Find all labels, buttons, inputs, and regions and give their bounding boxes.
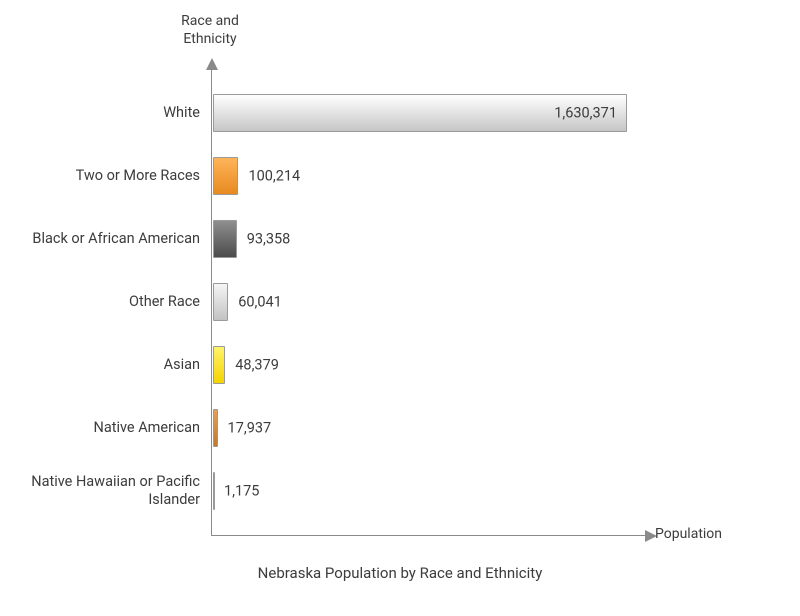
bar-row: Native Hawaiian or Pacific Islander 1,175 [0,470,800,512]
value-label: 93,358 [247,231,291,248]
value-label: 60,041 [238,294,282,311]
chart-caption: Nebraska Population by Race and Ethnicit… [0,564,800,582]
category-label: Two or More Races [0,167,200,185]
value-label: 1,630,371 [554,105,617,122]
category-label: Native Hawaiian or Pacific Islander [0,473,200,509]
category-label: Other Race [0,293,200,311]
y-axis-title: Race and Ethnicity [165,12,255,48]
category-label: Asian [0,356,200,374]
bar [213,409,218,447]
value-label: 100,214 [248,168,300,185]
bar [213,283,228,321]
category-label: Black or African American [0,230,200,248]
value-label: 17,937 [228,420,272,437]
bar-row: Native American 17,937 [0,407,800,449]
x-axis-line [211,535,647,536]
bar-row: Two or More Races 100,214 [0,155,800,197]
bar [213,346,225,384]
value-label: 1,175 [224,483,259,500]
category-label: White [0,104,200,122]
bar-row: Other Race 60,041 [0,281,800,323]
bar [213,220,237,258]
bar-row: Black or African American 93,358 [0,218,800,260]
bar [213,157,238,195]
y-axis-arrow-icon [206,58,218,70]
category-label: Native American [0,419,200,437]
bar [213,472,215,510]
population-bar-chart: Race and Ethnicity Population White 1,630… [0,0,800,616]
bar-row: Asian 48,379 [0,344,800,386]
bar-row: White 1,630,371 [0,92,800,134]
x-axis-title: Population [655,526,722,542]
value-label: 48,379 [235,357,279,374]
